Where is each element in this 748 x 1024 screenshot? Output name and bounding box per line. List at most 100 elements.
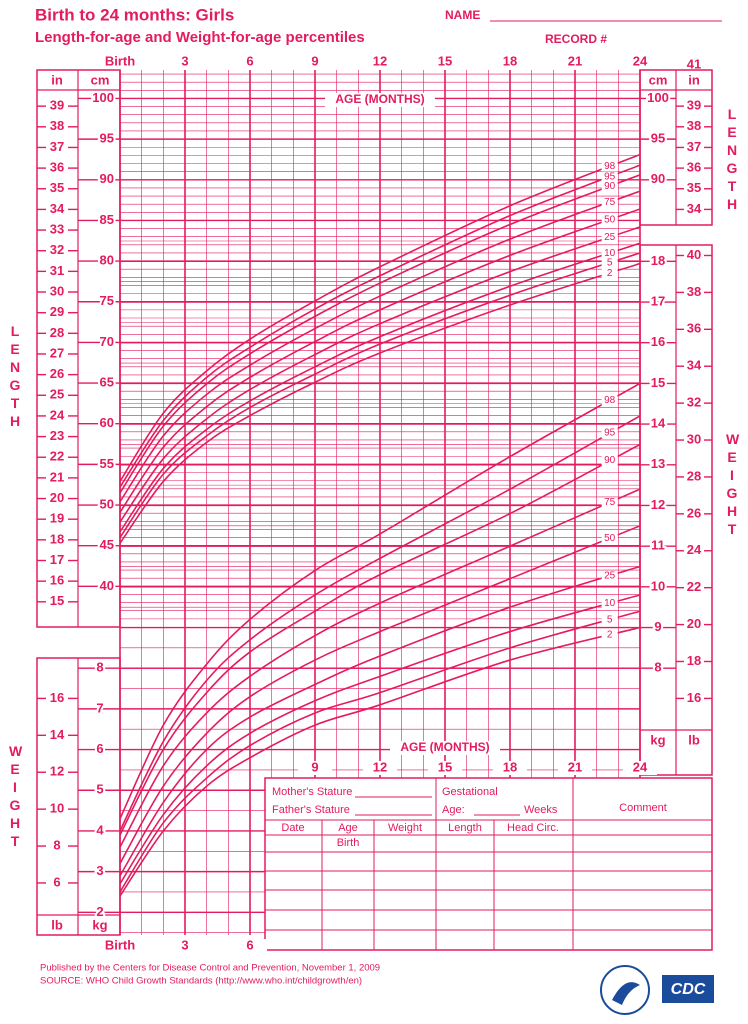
unit-label: in bbox=[51, 72, 63, 87]
name-label: NAME bbox=[445, 8, 480, 22]
percentile-label: 75 bbox=[604, 197, 616, 208]
y2-tick-label: 34 bbox=[687, 358, 702, 373]
y2-tick-label: 28 bbox=[50, 325, 64, 340]
column-header: Weight bbox=[388, 822, 422, 834]
y2-tick-label: 20 bbox=[50, 490, 64, 505]
y2-tick-label: 38 bbox=[687, 284, 701, 299]
column-header: Head Circ. bbox=[507, 822, 559, 834]
axis-title-bg bbox=[390, 741, 500, 755]
y-tick-label: 5 bbox=[96, 782, 103, 797]
percentile-label: 10 bbox=[604, 598, 616, 609]
y-tick-label: 95 bbox=[100, 131, 114, 146]
percentile-label: 50 bbox=[604, 215, 616, 226]
y-tick-label: 90 bbox=[651, 171, 665, 186]
y2-tick-label: 16 bbox=[687, 690, 701, 705]
y2-tick-label: 37 bbox=[50, 139, 64, 154]
y2-tick-label: 36 bbox=[687, 160, 701, 175]
percentile-label-bg bbox=[601, 614, 618, 625]
x-tick-label: 9 bbox=[311, 759, 318, 774]
percentile-curve bbox=[119, 190, 641, 503]
x-tick-label: 6 bbox=[246, 53, 253, 68]
percentile-label-bg bbox=[601, 197, 618, 208]
y2-tick-label: 27 bbox=[50, 345, 64, 360]
percentile-label: 5 bbox=[607, 257, 613, 268]
percentile-label-bg bbox=[601, 570, 618, 581]
y-tick-label: 18 bbox=[651, 253, 665, 268]
axis-title-bg bbox=[325, 93, 435, 107]
y2-tick-label: 22 bbox=[50, 449, 64, 464]
x-tick-label: 18 bbox=[503, 53, 517, 68]
percentile-curve bbox=[119, 565, 641, 877]
x-tick-label: 18 bbox=[503, 759, 517, 774]
y2-tick-label: 37 bbox=[687, 139, 701, 154]
x-tick-label: 3 bbox=[181, 937, 188, 952]
unit-label: in bbox=[688, 72, 700, 87]
percentile-label-bg bbox=[601, 497, 618, 508]
y2-tick-label: 8 bbox=[53, 837, 60, 852]
y-tick-label: 75 bbox=[100, 293, 114, 308]
y2-tick-label: 40 bbox=[687, 247, 701, 262]
percentile-label-bg bbox=[601, 171, 618, 182]
y-tick-label: 85 bbox=[100, 212, 114, 227]
percentile-label-bg bbox=[601, 395, 618, 406]
unit-label: cm bbox=[91, 72, 110, 87]
percentile-label-bg bbox=[601, 630, 618, 641]
form-label: Father's Stature bbox=[272, 804, 350, 816]
y-tick-label: 60 bbox=[100, 415, 114, 430]
y-tick-label: 13 bbox=[651, 456, 665, 471]
y2-tick-label: 34 bbox=[50, 201, 65, 216]
y-tick-label: 17 bbox=[651, 293, 665, 308]
y2-tick-label: 15 bbox=[50, 593, 64, 608]
y-tick-label: 45 bbox=[100, 537, 114, 552]
percentile-curve bbox=[119, 242, 641, 533]
y-tick-label: 16 bbox=[651, 334, 665, 349]
x-tick-label: 6 bbox=[246, 937, 253, 952]
y2-tick-label: 16 bbox=[50, 690, 64, 705]
y2-tick-label: 17 bbox=[50, 552, 64, 567]
percentile-label: 10 bbox=[604, 248, 616, 259]
y2-tick-label: 32 bbox=[687, 395, 701, 410]
y2-tick-label: 24 bbox=[50, 407, 65, 422]
x-tick-label: Birth bbox=[105, 937, 135, 952]
y-tick-label: 9 bbox=[654, 619, 661, 634]
y-tick-label: 2 bbox=[96, 904, 103, 919]
percentile-label: 5 bbox=[607, 614, 613, 625]
y-tick-label: 8 bbox=[654, 660, 661, 675]
y2-tick-label: 26 bbox=[687, 505, 701, 520]
y2-tick-label: 39 bbox=[687, 98, 701, 113]
percentile-label: 98 bbox=[604, 161, 616, 172]
x-tick-label-bg bbox=[103, 939, 137, 953]
percentile-label: 75 bbox=[604, 497, 616, 508]
unit-label: lb bbox=[688, 732, 700, 747]
y-tick-label: 3 bbox=[96, 863, 103, 878]
x-axis-title: AGE (MONTHS) bbox=[400, 740, 489, 754]
y2-tick-label: 18 bbox=[687, 653, 701, 668]
subtitle: Length-for-age and Weight-for-age percen… bbox=[35, 29, 365, 46]
y-tick-label: 40 bbox=[100, 578, 114, 593]
y2-tick-label: 34 bbox=[687, 201, 702, 216]
x-tick-label: 3 bbox=[181, 53, 188, 68]
x-tick-label-bg bbox=[623, 761, 657, 775]
y2-tick-label: 35 bbox=[50, 180, 64, 195]
percentile-label-bg bbox=[601, 232, 618, 243]
percentile-label-bg bbox=[601, 161, 618, 172]
y2-tick-label: 30 bbox=[687, 431, 701, 446]
y2-tick-label: 19 bbox=[50, 511, 64, 526]
y2-tick-label: 38 bbox=[687, 118, 701, 133]
record-label: RECORD # bbox=[545, 32, 607, 46]
percentile-label-bg bbox=[601, 257, 618, 268]
x-tick-label: 15 bbox=[438, 759, 452, 774]
percentile-curve bbox=[119, 443, 641, 836]
percentile-label: 95 bbox=[604, 172, 616, 183]
weight-label-right: WEIGHT bbox=[726, 431, 740, 537]
y-tick-label: 95 bbox=[651, 131, 665, 146]
percentile-label: 90 bbox=[604, 181, 616, 192]
x-tick-label-bg bbox=[558, 761, 592, 775]
x-tick-label: 12 bbox=[373, 53, 387, 68]
percentile-label-bg bbox=[601, 455, 618, 466]
y2-tick-label: 29 bbox=[50, 304, 64, 319]
x-tick-label-bg bbox=[493, 761, 527, 775]
cdc-logo bbox=[662, 975, 714, 1003]
